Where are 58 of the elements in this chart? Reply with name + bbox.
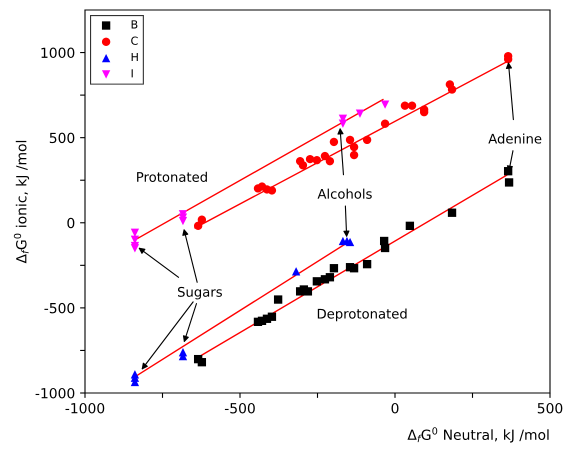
point <box>326 273 334 282</box>
point <box>312 277 322 286</box>
annotation: Alcohols <box>318 188 372 199</box>
point <box>268 186 276 195</box>
point <box>504 178 514 187</box>
point <box>350 264 358 272</box>
point <box>194 222 202 230</box>
point <box>400 102 410 110</box>
point <box>306 154 314 164</box>
point <box>268 312 276 321</box>
point <box>274 295 282 304</box>
point <box>406 222 414 230</box>
point <box>362 260 372 268</box>
point <box>350 142 358 152</box>
point <box>320 152 330 160</box>
point <box>338 120 348 128</box>
point <box>350 150 358 160</box>
point <box>380 120 390 128</box>
point <box>330 264 338 272</box>
legend-label: I <box>132 69 133 78</box>
y-tick-label: -500 <box>44 302 74 314</box>
annotation: Sugars <box>178 286 222 300</box>
point <box>448 208 456 217</box>
point <box>380 244 390 252</box>
x-tick-label: 0 <box>391 402 398 414</box>
y-tick-label: 0 <box>67 218 74 228</box>
point <box>312 156 322 164</box>
annotation: Deprotonated <box>318 308 407 322</box>
x-axis-title: Δ$_{f}$G$^{0}$ Neutral, kJ /mol <box>407 427 549 443</box>
point <box>448 85 456 94</box>
y-tick-label: 500 <box>50 132 74 144</box>
point <box>362 136 372 144</box>
annotation: Protonated <box>137 172 207 182</box>
y-axis-title: Δ$_{f}$G$^{0}$ ionic, kJ /mol <box>14 140 30 264</box>
point <box>178 216 188 226</box>
point <box>130 244 140 252</box>
point <box>356 110 364 118</box>
legend-label: H <box>132 52 138 62</box>
point <box>298 161 308 170</box>
point <box>130 228 140 237</box>
point <box>198 358 206 366</box>
x-tick-label: 500 <box>538 402 562 414</box>
point <box>292 267 300 276</box>
x-tick-label: -1000 <box>66 402 104 414</box>
point <box>330 138 338 146</box>
y-tick-label: 1000 <box>41 48 74 58</box>
annotation: Adenine <box>488 133 542 144</box>
point <box>198 216 206 224</box>
point <box>326 156 334 166</box>
point <box>304 287 312 296</box>
legend-label: B <box>132 20 138 28</box>
y-tick-label: -1000 <box>36 388 74 398</box>
point <box>346 238 354 246</box>
point <box>408 102 416 110</box>
x-tick-label: -500 <box>224 402 255 414</box>
point <box>380 100 390 109</box>
legend-label: C <box>131 36 138 45</box>
point <box>346 136 354 144</box>
